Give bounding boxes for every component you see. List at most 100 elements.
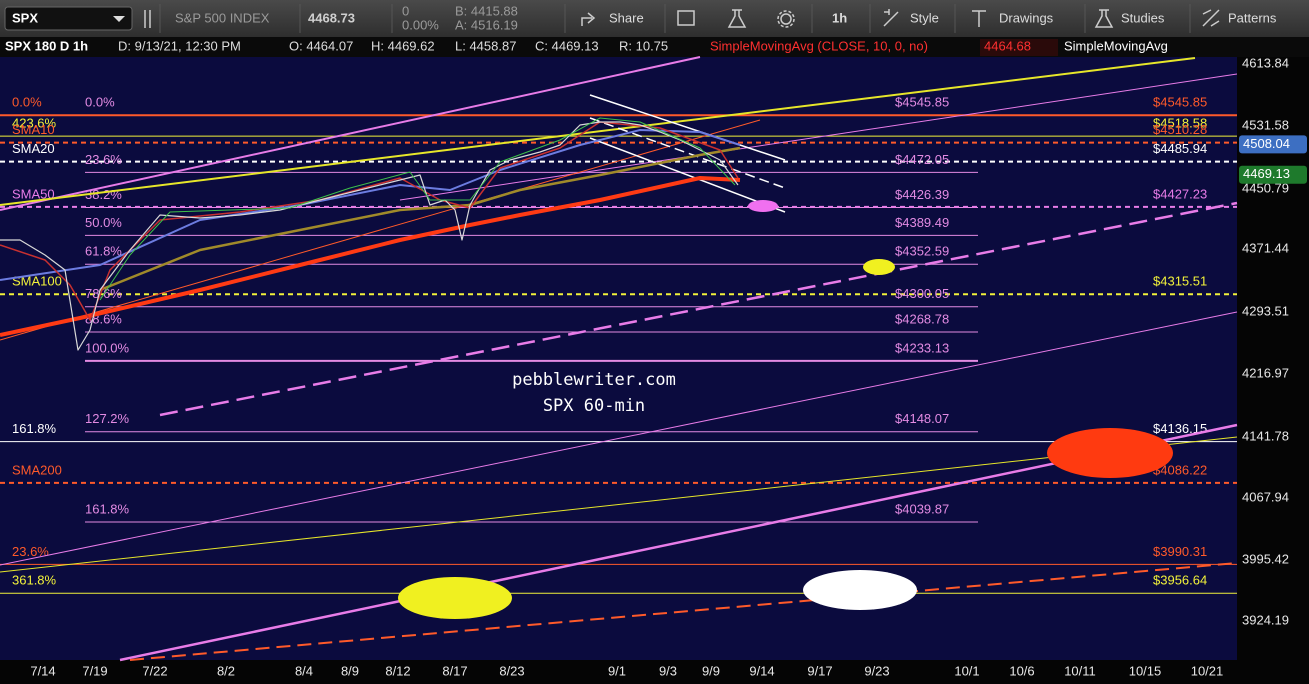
- level-price-label: $3956.64: [1153, 573, 1207, 588]
- date-axis-label: 8/23: [499, 663, 524, 678]
- level-left-label: SMA50: [12, 186, 55, 201]
- price-axis-label: 4531.58: [1242, 117, 1289, 132]
- price-axis-label: 4450.79: [1242, 180, 1289, 195]
- instrument-name: S&P 500 INDEX: [175, 10, 270, 25]
- open: O: 4464.07: [289, 38, 353, 53]
- fib-price-label: $4426.39: [895, 187, 949, 202]
- study-value: 4464.68: [984, 38, 1031, 53]
- fib-percent-label: 50.0%: [85, 215, 122, 230]
- date-axis-label: 10/6: [1009, 663, 1034, 678]
- level-price-label: $4510.28: [1153, 122, 1207, 137]
- date-axis-label: 9/3: [659, 663, 677, 678]
- date-axis-label: 7/14: [30, 663, 55, 678]
- fib-price-label: $4233.13: [895, 340, 949, 355]
- price-badge: [1239, 135, 1307, 154]
- price-axis-label: 4141.78: [1242, 428, 1289, 443]
- range: R: 10.75: [619, 38, 668, 53]
- plot-drawings: [0, 56, 1238, 662]
- level-left-label: SMA200: [12, 462, 62, 477]
- price-curves: [0, 117, 741, 351]
- level-left-label: 423.6%: [12, 116, 57, 131]
- fib-percent-label: 61.8%: [85, 244, 122, 259]
- change-percent: 0.00%: [402, 17, 439, 32]
- share-button[interactable]: Share: [609, 10, 644, 25]
- fib-price-label: $4352.59: [895, 244, 949, 259]
- high: H: 4469.62: [371, 38, 435, 53]
- fib-price-label: $4148.07: [895, 411, 949, 426]
- drawings-button[interactable]: Drawings: [999, 10, 1054, 25]
- study-label: SimpleMovingAvg (CLOSE, 10, 0, no): [710, 38, 928, 53]
- watermark: pebblewriter.com: [512, 370, 676, 390]
- level-price-label: $4545.85: [1153, 95, 1207, 110]
- price-badge-label: 4508.04: [1243, 136, 1290, 151]
- symbol[interactable]: SPX: [12, 10, 38, 25]
- date-axis-label: 8/17: [442, 663, 467, 678]
- toolbar: [0, 0, 1309, 37]
- level-left-label: 161.8%: [12, 421, 57, 436]
- date-axis-label: 8/9: [341, 663, 359, 678]
- price-axis-label: 3995.42: [1242, 551, 1289, 566]
- fib-percent-label: 161.8%: [85, 501, 130, 516]
- level-price-label: $4086.22: [1153, 462, 1207, 477]
- date-axis-label: 10/11: [1064, 663, 1096, 678]
- fib-price-label: $4039.87: [895, 501, 949, 516]
- fib-price-label: $4545.85: [895, 95, 949, 110]
- patterns-button[interactable]: Patterns: [1228, 10, 1277, 25]
- price-badge-label: 4469.13: [1243, 166, 1290, 181]
- price-axis-label: 4613.84: [1242, 55, 1289, 70]
- level-price-label: $4136.15: [1153, 421, 1207, 436]
- price-axis-label: 4216.97: [1242, 365, 1289, 380]
- date-axis-label: 8/2: [217, 663, 235, 678]
- date-axis-label: 10/21: [1191, 663, 1224, 678]
- fib-price-label: $4472.05: [895, 152, 949, 167]
- dropdown-arrow[interactable]: [113, 16, 125, 22]
- highlight-ellipses: [398, 200, 1173, 619]
- date-axis-label: 9/23: [864, 663, 889, 678]
- fib-price-label: $4300.05: [895, 286, 949, 301]
- close: C: 4469.13: [535, 38, 599, 53]
- fib-price-label: $4389.49: [895, 215, 949, 230]
- low: L: 4458.87: [455, 38, 516, 53]
- date-axis-label: 9/1: [608, 663, 626, 678]
- plot-area: [0, 57, 1237, 660]
- price-axis: [1237, 57, 1309, 684]
- studies-button[interactable]: Studies: [1121, 10, 1165, 25]
- date-axis-label: 10/1: [954, 663, 979, 678]
- date-axis-label: 9/9: [702, 663, 720, 678]
- fib-percent-label: 23.6%: [85, 152, 122, 167]
- level-left-label: 23.6%: [12, 544, 49, 559]
- date-axis: [0, 660, 1237, 684]
- toolbar-separators: [159, 4, 1191, 33]
- style-button[interactable]: Style: [910, 10, 939, 25]
- price-axis-label: 4293.51: [1242, 303, 1289, 318]
- level-price-label: $4427.23: [1153, 186, 1207, 201]
- price-axis-label: 4067.94: [1242, 489, 1289, 504]
- price-axis-label: 4371.44: [1242, 240, 1289, 255]
- fib-percent-label: 127.2%: [85, 411, 130, 426]
- date-axis-label: 7/22: [142, 663, 167, 678]
- level-left-label: 361.8%: [12, 573, 57, 588]
- level-price-label: $4518.58: [1153, 116, 1207, 131]
- level-price-label: $4315.51: [1153, 274, 1207, 289]
- study-label: SimpleMovingAvg: [1064, 38, 1168, 53]
- level-price-label: $3990.31: [1153, 544, 1207, 559]
- level-left-label: 0.0%: [12, 95, 42, 110]
- fib-percent-label: 100.0%: [85, 340, 130, 355]
- timeframe-button[interactable]: 1h: [832, 10, 847, 25]
- price-badge: [1239, 165, 1307, 184]
- change: 0: [402, 3, 409, 18]
- symbol-box[interactable]: [4, 6, 133, 31]
- fib-price-label: $4268.78: [895, 311, 949, 326]
- level-price-label: $4485.94: [1153, 141, 1207, 156]
- watermark: SPX 60-min: [543, 396, 645, 416]
- level-left-label: SMA100: [12, 274, 62, 289]
- date-axis-label: 7/19: [82, 663, 107, 678]
- date-axis-label: 8/4: [295, 663, 313, 678]
- date-axis-label: 10/15: [1129, 663, 1162, 678]
- bid: B: 4415.88: [455, 3, 518, 18]
- toolbar-icons: [144, 9, 1220, 28]
- level-left-label: SMA10: [12, 122, 55, 137]
- chart-symbol: SPX 180 D 1h: [5, 38, 88, 53]
- date-axis-label: 9/17: [807, 663, 832, 678]
- trend-lines: [0, 56, 1238, 662]
